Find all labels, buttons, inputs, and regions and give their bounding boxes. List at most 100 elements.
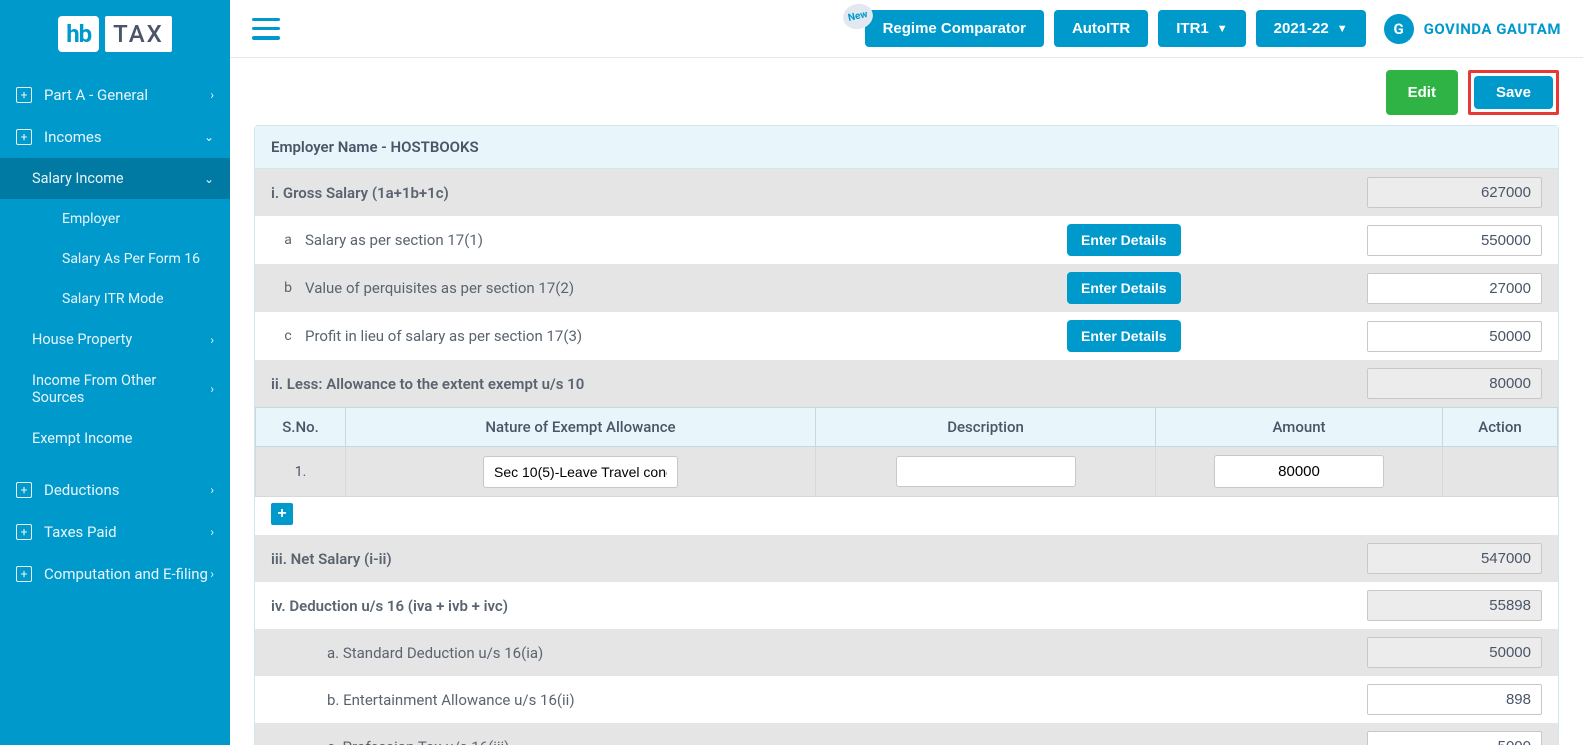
cell-action xyxy=(1443,447,1558,497)
chevron-down-icon: ⌄ xyxy=(204,172,214,186)
chevron-down-icon: ▼ xyxy=(1337,23,1348,35)
salary-17-1-value[interactable] xyxy=(1367,225,1542,256)
th-sno: S.No. xyxy=(256,408,346,447)
sidebar-label: Taxes Paid xyxy=(44,523,117,541)
sidebar-label: Salary As Per Form 16 xyxy=(62,251,200,267)
entertainment-allowance-value[interactable] xyxy=(1367,684,1542,715)
th-desc: Description xyxy=(816,408,1156,447)
salary-17-1-row: a Salary as per section 17(1) Enter Deta… xyxy=(255,216,1558,264)
sidebar-label: Salary ITR Mode xyxy=(62,291,164,307)
topbar: New Regime Comparator AutoITR ITR1 ▼ 202… xyxy=(230,0,1583,58)
profit-lieu-row: c Profit in lieu of salary as per sectio… xyxy=(255,312,1558,360)
sidebar-label: Salary Income xyxy=(32,170,124,187)
plus-icon: + xyxy=(16,129,32,145)
enter-details-button[interactable]: Enter Details xyxy=(1067,320,1181,352)
row-label: iii. Net Salary (i-ii) xyxy=(271,550,1367,568)
button-label: Regime Comparator xyxy=(883,20,1026,37)
avatar: G xyxy=(1384,14,1414,44)
row-prefix: a xyxy=(271,232,305,248)
sidebar-item-house-property[interactable]: House Property › xyxy=(0,319,230,360)
sidebar-item-taxes-paid[interactable]: + Taxes Paid › xyxy=(0,511,230,553)
row-label: i. Gross Salary (1a+1b+1c) xyxy=(271,184,1367,202)
gross-salary-value xyxy=(1367,177,1542,208)
edit-button[interactable]: Edit xyxy=(1386,70,1458,115)
row-label: ii. Less: Allowance to the extent exempt… xyxy=(271,375,1367,393)
entertainment-allowance-row: b. Entertainment Allowance u/s 16(ii) xyxy=(255,676,1558,723)
username: GOVINDA GAUTAM xyxy=(1424,20,1561,38)
sidebar-item-employer[interactable]: Employer xyxy=(0,199,230,239)
row-label: b. Entertainment Allowance u/s 16(ii) xyxy=(271,691,1367,709)
th-amount: Amount xyxy=(1156,408,1443,447)
logo-hb: hb xyxy=(58,16,99,52)
allowance-value xyxy=(1367,368,1542,399)
profit-lieu-value[interactable] xyxy=(1367,321,1542,352)
row-prefix: b xyxy=(271,280,305,296)
deduction16-row: iv. Deduction u/s 16 (iva + ivb + ivc) xyxy=(255,582,1558,629)
sidebar-label: House Property xyxy=(32,331,132,348)
logo: hb TAX xyxy=(0,0,230,74)
plus-icon: + xyxy=(16,87,32,103)
chevron-right-icon: › xyxy=(210,483,214,497)
sidebar-item-incomes[interactable]: + Incomes ⌄ xyxy=(0,116,230,158)
sidebar-label: Computation and E-filing xyxy=(44,565,208,583)
perquisites-value[interactable] xyxy=(1367,273,1542,304)
save-button[interactable]: Save xyxy=(1474,76,1553,109)
itr-type-dropdown[interactable]: ITR1 ▼ xyxy=(1158,10,1245,47)
user-menu[interactable]: G GOVINDA GAUTAM xyxy=(1384,14,1561,44)
plus-icon: + xyxy=(16,524,32,540)
sidebar-item-computation[interactable]: + Computation and E-filing › xyxy=(0,553,230,595)
nature-select[interactable] xyxy=(483,456,678,488)
sidebar-label: Incomes xyxy=(44,128,102,146)
sidebar-label: Exempt Income xyxy=(32,430,132,447)
enter-details-button[interactable]: Enter Details xyxy=(1067,272,1181,304)
sidebar-item-salary-income[interactable]: Salary Income ⌄ xyxy=(0,158,230,199)
autoitr-button[interactable]: AutoITR xyxy=(1054,10,1148,47)
description-input[interactable] xyxy=(896,456,1076,487)
chevron-right-icon: › xyxy=(210,333,214,347)
panel-header: Employer Name - HOSTBOOKS xyxy=(255,126,1558,169)
row-prefix: c xyxy=(271,328,305,344)
table-row: 1. xyxy=(256,447,1558,497)
allowance-amount-input[interactable] xyxy=(1214,455,1384,488)
chevron-down-icon: ▼ xyxy=(1217,23,1228,35)
button-label: 2021-22 xyxy=(1274,20,1329,37)
add-row-button[interactable]: + xyxy=(271,503,293,525)
std-deduction-value xyxy=(1367,637,1542,668)
row-label: c. Profession Tax u/s 16(iii) xyxy=(271,738,1367,745)
th-action: Action xyxy=(1443,408,1558,447)
plus-icon: + xyxy=(16,482,32,498)
allowance-row: ii. Less: Allowance to the extent exempt… xyxy=(255,360,1558,407)
sidebar-item-salary-itr-mode[interactable]: Salary ITR Mode xyxy=(0,279,230,319)
sidebar: hb TAX + Part A - General › + Incomes ⌄ … xyxy=(0,0,230,745)
sidebar-label: Deductions xyxy=(44,481,120,499)
save-highlight: Save xyxy=(1468,70,1559,115)
enter-details-button[interactable]: Enter Details xyxy=(1067,224,1181,256)
profession-tax-value[interactable] xyxy=(1367,731,1542,745)
sidebar-item-part-a[interactable]: + Part A - General › xyxy=(0,74,230,116)
profession-tax-row: c. Profession Tax u/s 16(iii) xyxy=(255,723,1558,745)
sidebar-item-salary-form16[interactable]: Salary As Per Form 16 xyxy=(0,239,230,279)
sidebar-item-other-sources[interactable]: Income From Other Sources › xyxy=(0,360,230,418)
exempt-allowance-table: S.No. Nature of Exempt Allowance Descrip… xyxy=(255,407,1558,497)
chevron-right-icon: › xyxy=(210,88,214,102)
button-label: ITR1 xyxy=(1176,20,1209,37)
salary-panel: Employer Name - HOSTBOOKS i. Gross Salar… xyxy=(254,125,1559,745)
th-nature: Nature of Exempt Allowance xyxy=(346,408,816,447)
regime-comparator-button[interactable]: Regime Comparator xyxy=(865,10,1044,47)
sidebar-item-exempt-income[interactable]: Exempt Income xyxy=(0,418,230,459)
net-salary-value xyxy=(1367,543,1542,574)
row-label: a. Standard Deduction u/s 16(ia) xyxy=(271,644,1367,662)
sidebar-label: Employer xyxy=(62,211,120,227)
row-label: Profit in lieu of salary as per section … xyxy=(305,327,1067,345)
perquisites-row: b Value of perquisites as per section 17… xyxy=(255,264,1558,312)
cell-sno: 1. xyxy=(256,447,346,497)
net-salary-row: iii. Net Salary (i-ii) xyxy=(255,535,1558,582)
row-label: Salary as per section 17(1) xyxy=(305,231,1067,249)
row-label: iv. Deduction u/s 16 (iva + ivb + ivc) xyxy=(271,597,1367,615)
sidebar-item-deductions[interactable]: + Deductions › xyxy=(0,469,230,511)
menu-toggle-icon[interactable] xyxy=(252,18,280,40)
year-dropdown[interactable]: 2021-22 ▼ xyxy=(1256,10,1366,47)
row-label: Value of perquisites as per section 17(2… xyxy=(305,279,1067,297)
sidebar-label: Part A - General xyxy=(44,86,148,104)
plus-icon: + xyxy=(16,566,32,582)
